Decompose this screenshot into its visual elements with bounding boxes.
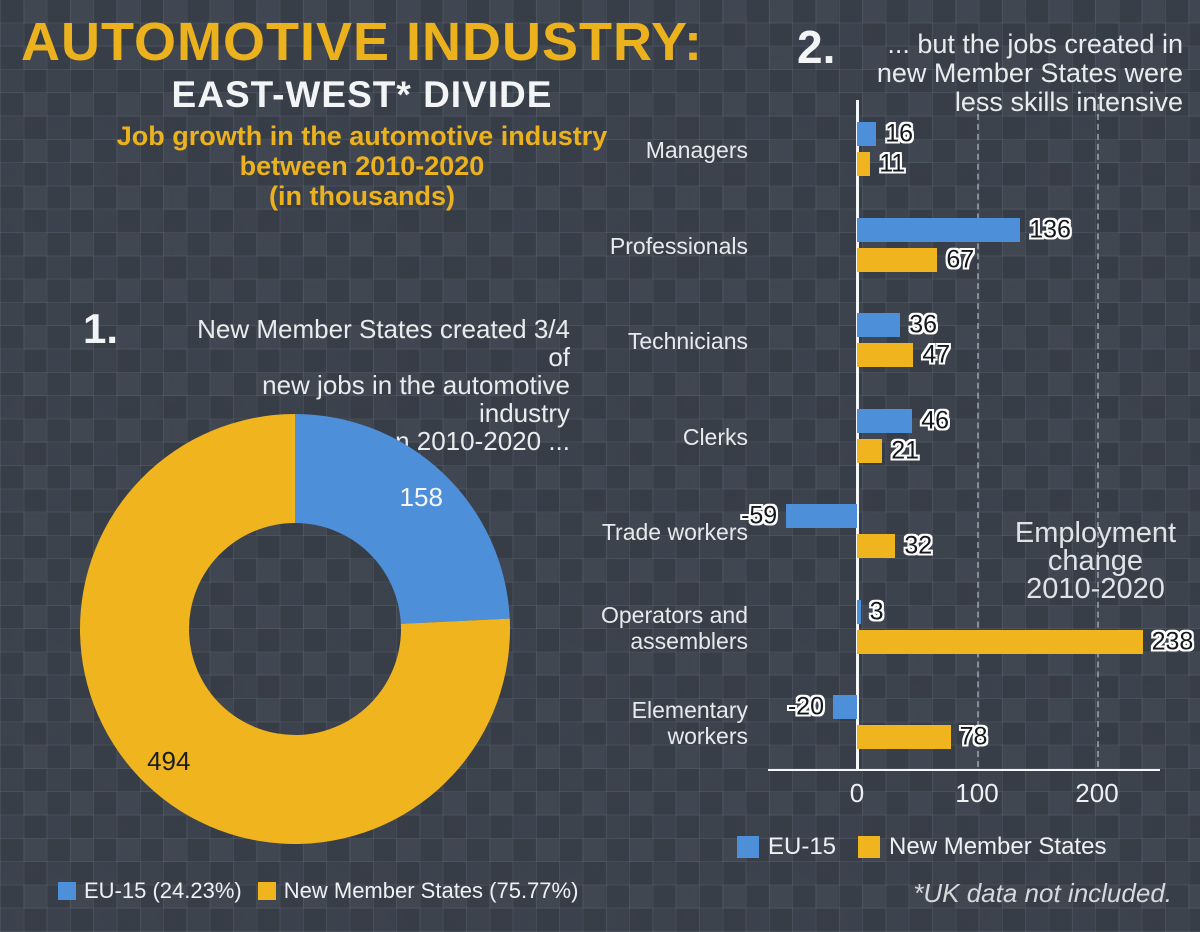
- axis-zero-line: [856, 100, 859, 769]
- bar-value-label: 78: [959, 722, 988, 751]
- category-label: Managers: [448, 137, 748, 163]
- bar-nms: [857, 343, 914, 367]
- category-label: Clerks: [448, 424, 748, 450]
- bar-eu15: [857, 599, 861, 624]
- bar-eu15: [786, 504, 857, 528]
- pie-value-label: 158: [399, 481, 443, 512]
- bar-value-label: 238: [1151, 627, 1194, 655]
- bar-value-label: -59: [741, 501, 778, 530]
- page-description: Job growth in the automotive industry bet…: [0, 121, 724, 211]
- text-line: less skills intensive: [954, 87, 1183, 117]
- bar-eu15: [857, 122, 877, 146]
- bar-value-label: 21: [891, 436, 919, 464]
- bar-nms: [857, 534, 896, 558]
- bar-value-label: 32: [904, 531, 933, 560]
- x-axis-line: [768, 769, 1160, 771]
- page-subtitle: EAST-WEST* DIVIDE: [171, 74, 553, 115]
- legend-label: New Member States (75.77%): [283, 878, 579, 903]
- legend-swatch: [257, 882, 276, 900]
- bar-value-label: 3: [869, 597, 884, 625]
- bar-chart-annotation: Employment change 2010-2020: [998, 517, 1193, 605]
- category-label: Operators and assemblers: [448, 602, 748, 654]
- pie-slice: [295, 414, 510, 624]
- bar-value-label: 16: [885, 119, 913, 148]
- text-line: new Member States were: [876, 58, 1183, 88]
- category-label-line: Operators and: [600, 601, 748, 628]
- category-label-line: Trade workers: [601, 519, 748, 545]
- axis-tick-label: 200: [1075, 778, 1119, 808]
- category-label-line: Technicians: [627, 328, 748, 354]
- bar-eu15: [857, 313, 901, 337]
- category-label: Elementary workers: [448, 697, 748, 749]
- category-label: Trade workers: [448, 519, 748, 545]
- category-label-line: assemblers: [630, 627, 748, 654]
- category-label-line: Clerks: [682, 423, 748, 450]
- category-label-line: Elementary: [631, 697, 748, 723]
- donut-chart: [80, 414, 510, 844]
- bar-value-label: 67: [946, 245, 975, 273]
- bar-value-label: 11: [879, 149, 906, 178]
- bar-nms: [857, 247, 938, 272]
- section2-caption: ... but the jobs created in new Member St…: [850, 30, 1183, 117]
- bar-nms: [857, 438, 883, 463]
- text-line: ... but the jobs created in: [887, 29, 1183, 59]
- category-label-line: Professionals: [609, 232, 748, 259]
- text-line: change: [1047, 545, 1144, 577]
- text-line: new jobs in the automotive industry: [262, 370, 570, 428]
- gridline: [1097, 104, 1099, 767]
- text-line: (in thousands): [269, 181, 455, 211]
- bar-eu15: [857, 217, 1021, 242]
- donut-legend: EU-15 (24.23%) New Member States (75.77%): [58, 880, 578, 902]
- axis-tick-label: 0: [849, 778, 865, 808]
- category-label: Technicians: [448, 328, 748, 354]
- bar-nms: [857, 629, 1143, 654]
- bar-value-label: 46: [921, 406, 949, 434]
- bar-value-label: 47: [922, 340, 951, 369]
- legend-swatch: [737, 836, 759, 858]
- bar-nms: [857, 152, 871, 176]
- main-header: AUTOMOTIVE INDUSTRY: EAST-WEST* DIVIDE J…: [0, 0, 724, 211]
- gridline: [977, 104, 979, 767]
- legend-swatch: [58, 882, 76, 900]
- bar-nms: [857, 725, 951, 749]
- category-label-line: workers: [667, 723, 748, 749]
- legend-label: EU-15 (24.23%): [84, 878, 242, 903]
- category-label-line: Managers: [645, 137, 748, 163]
- page-title: AUTOMOTIVE INDUSTRY:: [20, 12, 703, 72]
- text-line: between 2010-2020: [239, 151, 485, 181]
- footnote: *UK data not included.: [913, 878, 1172, 908]
- bar-legend: EU-15 New Member States: [737, 835, 1106, 859]
- bar-value-label: 36: [909, 310, 937, 339]
- text-line: 2010-2020: [1026, 573, 1165, 605]
- legend-swatch: [858, 836, 881, 858]
- bar-value-label: 136: [1029, 215, 1071, 243]
- bar-eu15: [833, 695, 857, 719]
- section2-number: 2.: [797, 21, 836, 73]
- text-line: Employment: [1014, 517, 1177, 549]
- bar-value-label: -20: [787, 692, 824, 721]
- text-line: New Member States created 3/4 of: [197, 314, 570, 372]
- section1-number: 1.: [83, 305, 119, 352]
- category-label: Professionals: [448, 233, 748, 259]
- legend-label: New Member States: [889, 833, 1107, 860]
- axis-tick-label: 100: [955, 778, 999, 808]
- pie-slice: [80, 414, 510, 844]
- text-line: Job growth in the automotive industry: [116, 121, 608, 151]
- pie-value-label: 494: [147, 746, 191, 777]
- bar-eu15: [857, 408, 913, 433]
- legend-label: EU-15: [768, 833, 837, 860]
